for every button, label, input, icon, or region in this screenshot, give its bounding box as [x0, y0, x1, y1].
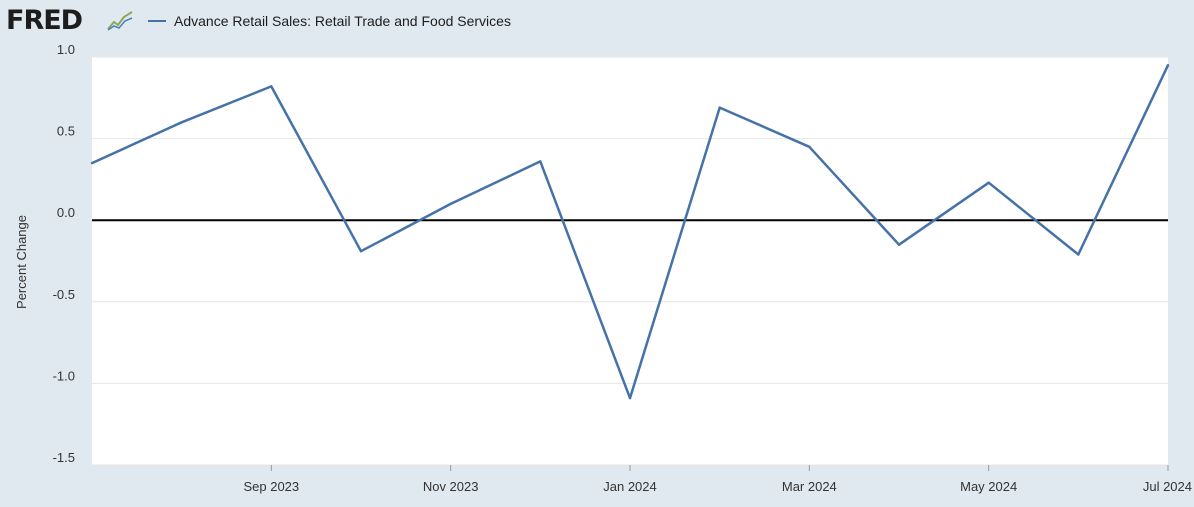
data-point [718, 106, 721, 109]
x-axis-ticks: Sep 2023 Nov 2023 Jan 2024 Mar 2024 May 2024… [243, 465, 1192, 494]
legend-swatch [148, 20, 166, 22]
data-points [90, 63, 1170, 400]
fred-logo[interactable]: FRED [6, 5, 83, 36]
y-tick-label: -0.5 [53, 287, 75, 302]
x-tick-label: Jan 2024 [603, 479, 657, 494]
plot-area [92, 57, 1168, 465]
data-point [987, 181, 990, 184]
data-point [628, 396, 632, 400]
data-point [449, 202, 452, 206]
data-point [359, 250, 363, 253]
data-point [897, 243, 901, 246]
chart-header: FRED Advance Retail Sales: Retail Trade … [0, 0, 1194, 44]
trend-line-icon [106, 10, 134, 32]
data-point [90, 161, 94, 165]
legend[interactable]: Advance Retail Sales: Retail Trade and F… [148, 10, 511, 32]
y-axis-ticks: 1.0 0.5 0.0 -0.5 -1.0 -1.5 [53, 42, 75, 465]
data-point [808, 145, 811, 148]
legend-label: Advance Retail Sales: Retail Trade and F… [174, 13, 511, 29]
data-point [180, 121, 183, 124]
y-tick-label: -1.5 [53, 450, 75, 465]
x-tick-label: Sep 2023 [243, 479, 299, 494]
y-tick-label: -1.0 [53, 368, 75, 383]
x-tick-label: Mar 2024 [782, 479, 837, 494]
data-point [270, 85, 273, 88]
data-point [1166, 63, 1170, 67]
y-axis-title: Percent Change [14, 215, 29, 309]
y-tick-label: 0.0 [57, 205, 75, 220]
y-tick-label: 0.5 [57, 124, 75, 139]
x-tick-label: Nov 2023 [423, 479, 479, 494]
x-tick-label: May 2024 [960, 479, 1017, 494]
y-tick-label: 1.0 [57, 42, 75, 57]
x-tick-label: Jul 2024 [1143, 479, 1192, 494]
data-point [1077, 253, 1080, 256]
data-point [539, 160, 542, 163]
